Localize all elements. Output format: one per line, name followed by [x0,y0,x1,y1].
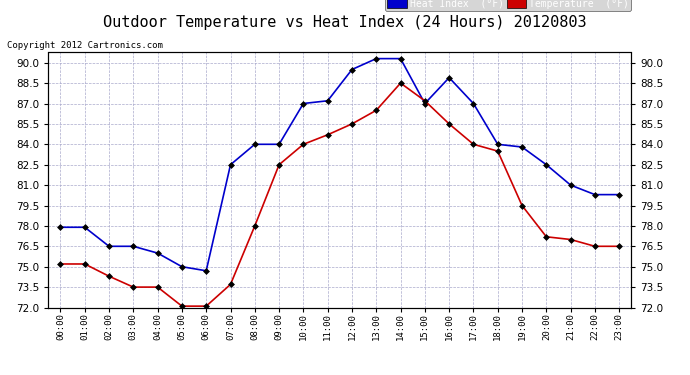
Legend: Heat Index  (°F), Temperature  (°F): Heat Index (°F), Temperature (°F) [385,0,631,11]
Text: Copyright 2012 Cartronics.com: Copyright 2012 Cartronics.com [7,41,163,50]
Text: Outdoor Temperature vs Heat Index (24 Hours) 20120803: Outdoor Temperature vs Heat Index (24 Ho… [104,15,586,30]
